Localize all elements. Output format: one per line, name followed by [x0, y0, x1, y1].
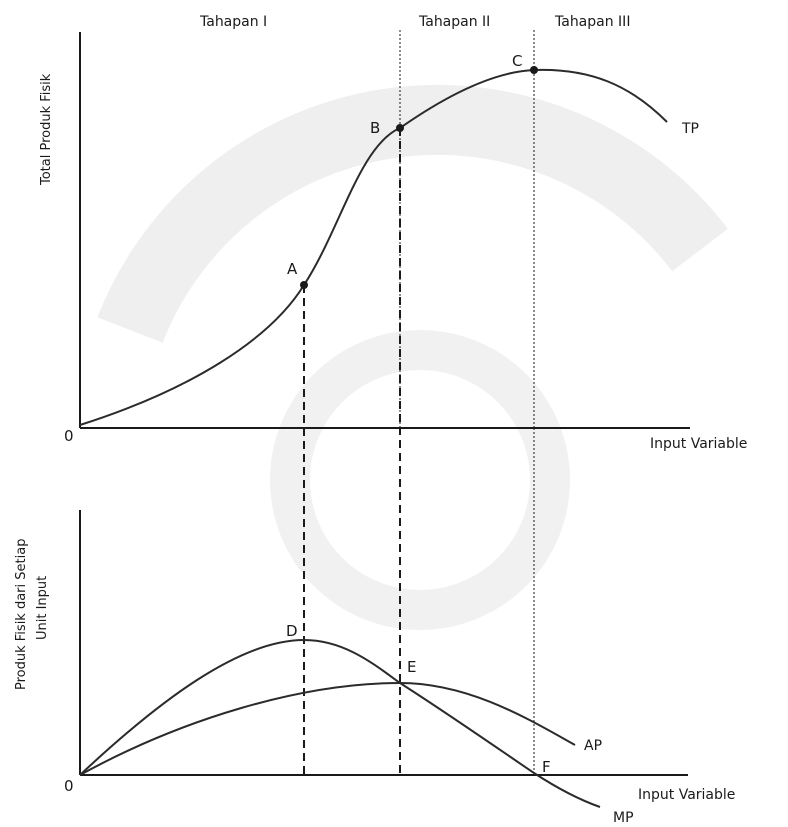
top-y-axis-label: Total Produk Fisik: [39, 73, 54, 186]
top-x-axis-label: Input Variable: [650, 436, 747, 452]
tp-label: TP: [681, 121, 699, 137]
bottom-y-axis-label-line2: Unit Input: [35, 576, 50, 640]
ap-curve: [79, 681, 576, 776]
bottom-origin-label: 0: [64, 777, 74, 795]
top-origin-label: 0: [64, 427, 74, 445]
mp-label: MP: [613, 810, 634, 826]
stage-label-1: Tahapan I: [199, 14, 267, 30]
stage-label-2: Tahapan II: [418, 14, 490, 30]
point-a-label: A: [287, 260, 298, 278]
bottom-y-axis-label-line1: Produk Fisik dari Setiap: [14, 539, 29, 690]
watermark: [97, 84, 728, 630]
point-e-label: E: [407, 658, 416, 676]
stage-label-3: Tahapan III: [554, 14, 630, 30]
ap-label: AP: [584, 738, 602, 754]
point-c-label: C: [512, 52, 522, 70]
mp-curve: [79, 638, 601, 808]
bottom-x-axis-label: Input Variable: [638, 787, 735, 803]
point-b-label: B: [370, 119, 380, 137]
tp-curve: [79, 68, 668, 426]
point-f-label: F: [542, 758, 551, 776]
point-d-label: D: [286, 622, 298, 640]
